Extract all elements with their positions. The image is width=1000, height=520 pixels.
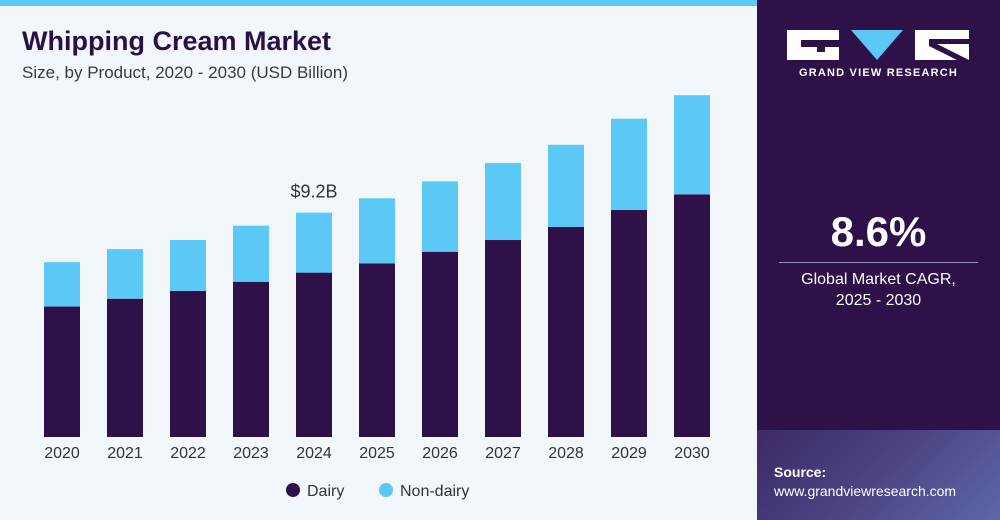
bar-non-dairy-2023 — [233, 225, 269, 282]
source-title: Source: — [774, 464, 827, 480]
bar-non-dairy-2020 — [44, 262, 80, 307]
x-tick-label: 2024 — [296, 445, 332, 462]
cagr-label-line2: 2025 - 2030 — [835, 292, 922, 309]
cagr-label: Global Market CAGR, 2025 - 2030 — [757, 269, 1000, 311]
bar-non-dairy-2024 — [296, 212, 332, 273]
bar-dairy-2028 — [548, 226, 584, 437]
divider — [779, 262, 978, 263]
cagr-label-line1: Global Market CAGR, — [801, 271, 956, 288]
x-tick-label: 2028 — [548, 445, 584, 462]
x-tick-label: 2021 — [107, 445, 143, 462]
chart-subtitle: Size, by Product, 2020 - 2030 (USD Billi… — [22, 63, 348, 82]
accent-bar — [0, 0, 757, 6]
brand-name: GRAND VIEW RESEARCH — [798, 67, 959, 79]
bar-non-dairy-2026 — [422, 181, 458, 252]
sidebar-panel: GRAND VIEW RESEARCH 8.6% Global Market C… — [757, 0, 1000, 520]
legend-marker-dairy — [286, 483, 300, 497]
source-url: www.grandviewresearch.com — [774, 483, 957, 499]
x-tick-label: 2023 — [233, 445, 269, 462]
x-tick-label: 2027 — [485, 445, 521, 462]
bar-non-dairy-2028 — [548, 144, 584, 227]
data-label-annotation: $9.2B — [290, 182, 337, 202]
bar-dairy-2020 — [44, 306, 80, 437]
bar-non-dairy-2029 — [611, 118, 647, 211]
bar-dairy-2025 — [359, 263, 395, 437]
bar-dairy-2021 — [107, 298, 143, 437]
bar-dairy-2024 — [296, 272, 332, 437]
bar-non-dairy-2021 — [107, 249, 143, 299]
bar-dairy-2027 — [485, 240, 521, 437]
bar-non-dairy-2025 — [359, 198, 395, 264]
bar-non-dairy-2027 — [485, 163, 521, 241]
bar-dairy-2022 — [170, 290, 206, 437]
legend-label-dairy: Dairy — [307, 483, 344, 500]
legend-label-non-dairy: Non-dairy — [400, 483, 469, 500]
x-tick-label: 2026 — [422, 445, 458, 462]
bar-dairy-2030 — [674, 194, 710, 437]
source-block: Source: www.grandviewresearch.com — [774, 463, 956, 501]
cagr-value: 8.6% — [830, 208, 927, 255]
bar-chart: 2020 2021 2022 2023 2024 $9.2B 2025 2026 2027 202… — [44, 95, 710, 500]
bar-non-dairy-2030 — [674, 95, 710, 195]
legend-marker-non-dairy — [379, 483, 393, 497]
x-tick-label: 2025 — [359, 445, 395, 462]
chart-panel: Whipping Cream Market Size, by Product, … — [0, 0, 757, 520]
bar-non-dairy-2022 — [170, 240, 206, 291]
bar-dairy-2029 — [611, 210, 647, 437]
source-panel — [757, 430, 1000, 520]
bar-dairy-2026 — [422, 251, 458, 437]
brand-logo-icon — [787, 30, 969, 60]
bar-dairy-2023 — [233, 281, 269, 437]
x-tick-label: 2020 — [44, 445, 80, 462]
chart-title: Whipping Cream Market — [22, 26, 332, 56]
x-tick-label: 2030 — [674, 445, 710, 462]
x-tick-label: 2022 — [170, 445, 206, 462]
x-tick-label: 2029 — [611, 445, 647, 462]
